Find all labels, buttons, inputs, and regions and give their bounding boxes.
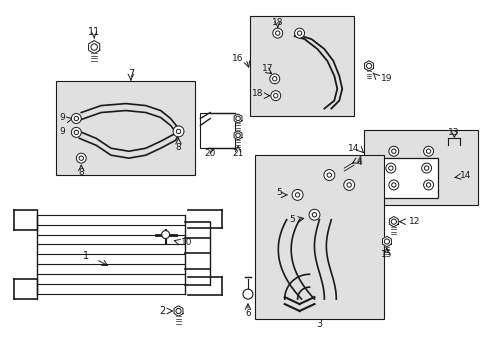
Text: 8: 8 [175,143,181,152]
Circle shape [74,130,79,135]
Text: 15: 15 [380,250,392,259]
Circle shape [173,126,183,137]
Text: 14: 14 [347,144,358,153]
Text: 2: 2 [159,306,165,316]
Circle shape [71,127,81,137]
Text: 17: 17 [262,64,273,73]
Circle shape [426,149,430,153]
Circle shape [270,91,280,100]
Circle shape [308,209,319,220]
Text: 1: 1 [83,251,89,261]
Circle shape [275,31,279,35]
Circle shape [79,156,83,160]
Circle shape [423,146,433,156]
Circle shape [294,28,304,38]
Polygon shape [234,114,242,123]
Text: 13: 13 [447,128,458,137]
Text: 19: 19 [380,74,392,83]
Polygon shape [364,61,373,71]
Circle shape [385,163,395,173]
Polygon shape [174,306,183,316]
Circle shape [346,183,351,187]
Text: 18: 18 [252,89,264,98]
Circle shape [391,149,395,153]
Bar [364,130,477,205]
Circle shape [295,193,299,197]
Polygon shape [88,41,100,54]
Circle shape [269,74,279,84]
Circle shape [272,28,282,38]
Text: 5: 5 [275,188,281,197]
Circle shape [323,170,334,180]
Bar [378,158,438,198]
Text: 11: 11 [88,27,100,37]
Circle shape [388,146,398,156]
Circle shape [421,163,431,173]
Text: 10: 10 [180,238,192,247]
Polygon shape [234,131,242,140]
Circle shape [388,166,392,170]
Circle shape [326,173,331,177]
Circle shape [390,219,396,224]
Circle shape [162,231,169,239]
Circle shape [297,31,301,35]
Circle shape [74,116,79,121]
Circle shape [176,129,181,134]
Circle shape [343,180,354,190]
Text: 4: 4 [356,156,361,165]
Circle shape [243,289,252,299]
Circle shape [366,63,371,68]
Bar [254,155,383,319]
Polygon shape [382,237,390,247]
Text: 14: 14 [459,171,471,180]
Circle shape [71,113,81,123]
Text: 9: 9 [60,113,65,122]
Text: 20: 20 [204,149,216,158]
Circle shape [235,133,240,138]
Bar [249,16,353,116]
Circle shape [291,189,303,201]
Bar [56,81,195,175]
Text: 12: 12 [408,217,419,226]
Circle shape [423,180,433,190]
Text: 21: 21 [232,149,243,158]
Circle shape [272,77,276,81]
Circle shape [176,309,181,314]
Bar [200,113,235,148]
Circle shape [426,183,430,187]
Text: 8: 8 [78,168,84,177]
Circle shape [312,212,316,217]
Text: 7: 7 [127,69,134,79]
Circle shape [424,166,428,170]
Text: 3: 3 [316,319,322,329]
Circle shape [91,44,97,50]
Circle shape [391,183,395,187]
Polygon shape [388,216,398,227]
Text: 16: 16 [231,54,243,63]
Text: 9: 9 [60,127,65,136]
Circle shape [388,180,398,190]
Text: 6: 6 [244,310,250,319]
Text: 5: 5 [288,215,294,224]
Circle shape [384,239,388,244]
Circle shape [235,116,240,121]
Circle shape [273,94,277,98]
Circle shape [76,153,86,163]
Text: 18: 18 [271,18,283,27]
Text: 4: 4 [355,158,361,167]
